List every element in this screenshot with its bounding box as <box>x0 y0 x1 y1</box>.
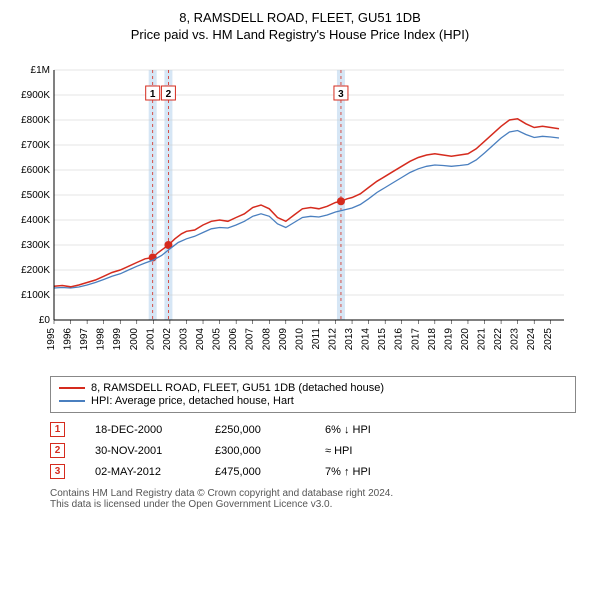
chart-title: 8, RAMSDELL ROAD, FLEET, GU51 1DB <box>10 10 590 25</box>
x-tick-label: 2022 <box>493 328 504 351</box>
svg-text:1: 1 <box>150 89 156 100</box>
x-tick-label: 1999 <box>112 328 123 351</box>
legend-row: 8, RAMSDELL ROAD, FLEET, GU51 1DB (detac… <box>59 382 567 394</box>
chart-subtitle: Price paid vs. HM Land Registry's House … <box>10 27 590 42</box>
legend-label: 8, RAMSDELL ROAD, FLEET, GU51 1DB (detac… <box>91 382 384 394</box>
transaction-price: £300,000 <box>215 445 295 457</box>
x-tick-label: 2025 <box>543 328 554 351</box>
legend-swatch <box>59 387 85 389</box>
x-tick-label: 2001 <box>145 328 156 351</box>
x-tick-label: 2024 <box>526 328 537 351</box>
x-tick-label: 2004 <box>195 328 206 351</box>
y-tick-label: £0 <box>39 315 51 326</box>
transaction-hpi-delta: ≈ HPI <box>325 445 405 457</box>
y-tick-label: £400K <box>21 215 50 226</box>
legend-label: HPI: Average price, detached house, Hart <box>91 395 294 407</box>
y-tick-label: £600K <box>21 165 50 176</box>
legend: 8, RAMSDELL ROAD, FLEET, GU51 1DB (detac… <box>50 376 576 413</box>
x-tick-label: 2006 <box>228 328 239 351</box>
x-tick-label: 2002 <box>162 328 173 351</box>
y-tick-label: £1M <box>31 65 50 76</box>
x-tick-label: 1996 <box>63 328 74 351</box>
x-tick-label: 2000 <box>129 328 140 351</box>
x-tick-label: 2007 <box>245 328 256 351</box>
transaction-row: 2 30-NOV-2001 £300,000 ≈ HPI <box>50 440 576 461</box>
x-tick-label: 2003 <box>178 328 189 351</box>
transaction-marker-badge: 2 <box>50 443 65 458</box>
x-tick-label: 2015 <box>377 328 388 351</box>
x-tick-label: 2009 <box>278 328 289 351</box>
chart-svg: £0 £100K £200K £300K £400K £500K £600K £700K £80… <box>10 50 570 370</box>
transaction-hpi-delta: 7% ↑ HPI <box>325 466 405 478</box>
x-tick-label: 2014 <box>361 328 372 351</box>
y-tick-label: £800K <box>21 115 50 126</box>
svg-text:2: 2 <box>166 89 172 100</box>
x-tick-label: 1995 <box>46 328 57 351</box>
x-tick-label: 2021 <box>477 328 488 351</box>
footer-line-1: Contains HM Land Registry data © Crown c… <box>50 488 576 499</box>
transaction-marker-badge: 1 <box>50 422 65 437</box>
transaction-date: 30-NOV-2001 <box>95 445 185 457</box>
y-tick-label: £100K <box>21 290 50 301</box>
transaction-date: 18-DEC-2000 <box>95 424 185 436</box>
chart: £0 £100K £200K £300K £400K £500K £600K £700K £80… <box>10 50 590 370</box>
x-tick-label: 1998 <box>96 328 107 351</box>
x-tick-label: 1997 <box>79 328 90 351</box>
x-tick-label: 2023 <box>510 328 521 351</box>
y-tick-label: £200K <box>21 265 50 276</box>
x-tick-label: 2018 <box>427 328 438 351</box>
footer: Contains HM Land Registry data © Crown c… <box>50 488 576 510</box>
y-tick-label: £700K <box>21 140 50 151</box>
transaction-marker-badge: 3 <box>50 464 65 479</box>
x-tick-label: 2016 <box>394 328 405 351</box>
x-tick-label: 2012 <box>327 328 338 351</box>
y-tick-label: £300K <box>21 240 50 251</box>
legend-swatch <box>59 400 85 402</box>
y-tick-label: £900K <box>21 90 50 101</box>
footer-line-2: This data is licensed under the Open Gov… <box>50 499 576 510</box>
transaction-row: 1 18-DEC-2000 £250,000 6% ↓ HPI <box>50 419 576 440</box>
transaction-date: 02-MAY-2012 <box>95 466 185 478</box>
transactions-table: 1 18-DEC-2000 £250,000 6% ↓ HPI 2 30-NOV-2001… <box>50 419 576 482</box>
transaction-row: 3 02-MAY-2012 £475,000 7% ↑ HPI <box>50 461 576 482</box>
x-tick-label: 2017 <box>410 328 421 351</box>
y-tick-label: £500K <box>21 190 50 201</box>
transaction-price: £475,000 <box>215 466 295 478</box>
transaction-hpi-delta: 6% ↓ HPI <box>325 424 405 436</box>
x-tick-label: 2005 <box>212 328 223 351</box>
x-tick-label: 2019 <box>443 328 454 351</box>
x-tick-label: 2013 <box>344 328 355 351</box>
x-tick-label: 2020 <box>460 328 471 351</box>
x-tick-label: 2010 <box>294 328 305 351</box>
legend-row: HPI: Average price, detached house, Hart <box>59 395 567 407</box>
x-tick-label: 2011 <box>311 328 322 350</box>
svg-text:3: 3 <box>338 89 344 100</box>
transaction-price: £250,000 <box>215 424 295 436</box>
x-tick-label: 2008 <box>261 328 272 351</box>
